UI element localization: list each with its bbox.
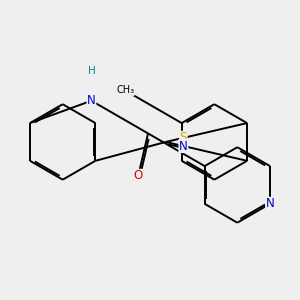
- Text: O: O: [134, 169, 143, 182]
- Text: N: N: [87, 94, 96, 107]
- Text: CH₃: CH₃: [116, 85, 134, 95]
- Text: S: S: [180, 131, 187, 144]
- Text: N: N: [179, 140, 188, 152]
- Text: N: N: [266, 197, 274, 210]
- Text: H: H: [88, 66, 95, 76]
